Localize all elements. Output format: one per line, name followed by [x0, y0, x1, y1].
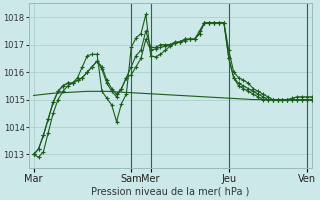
- X-axis label: Pression niveau de la mer( hPa ): Pression niveau de la mer( hPa ): [91, 187, 250, 197]
